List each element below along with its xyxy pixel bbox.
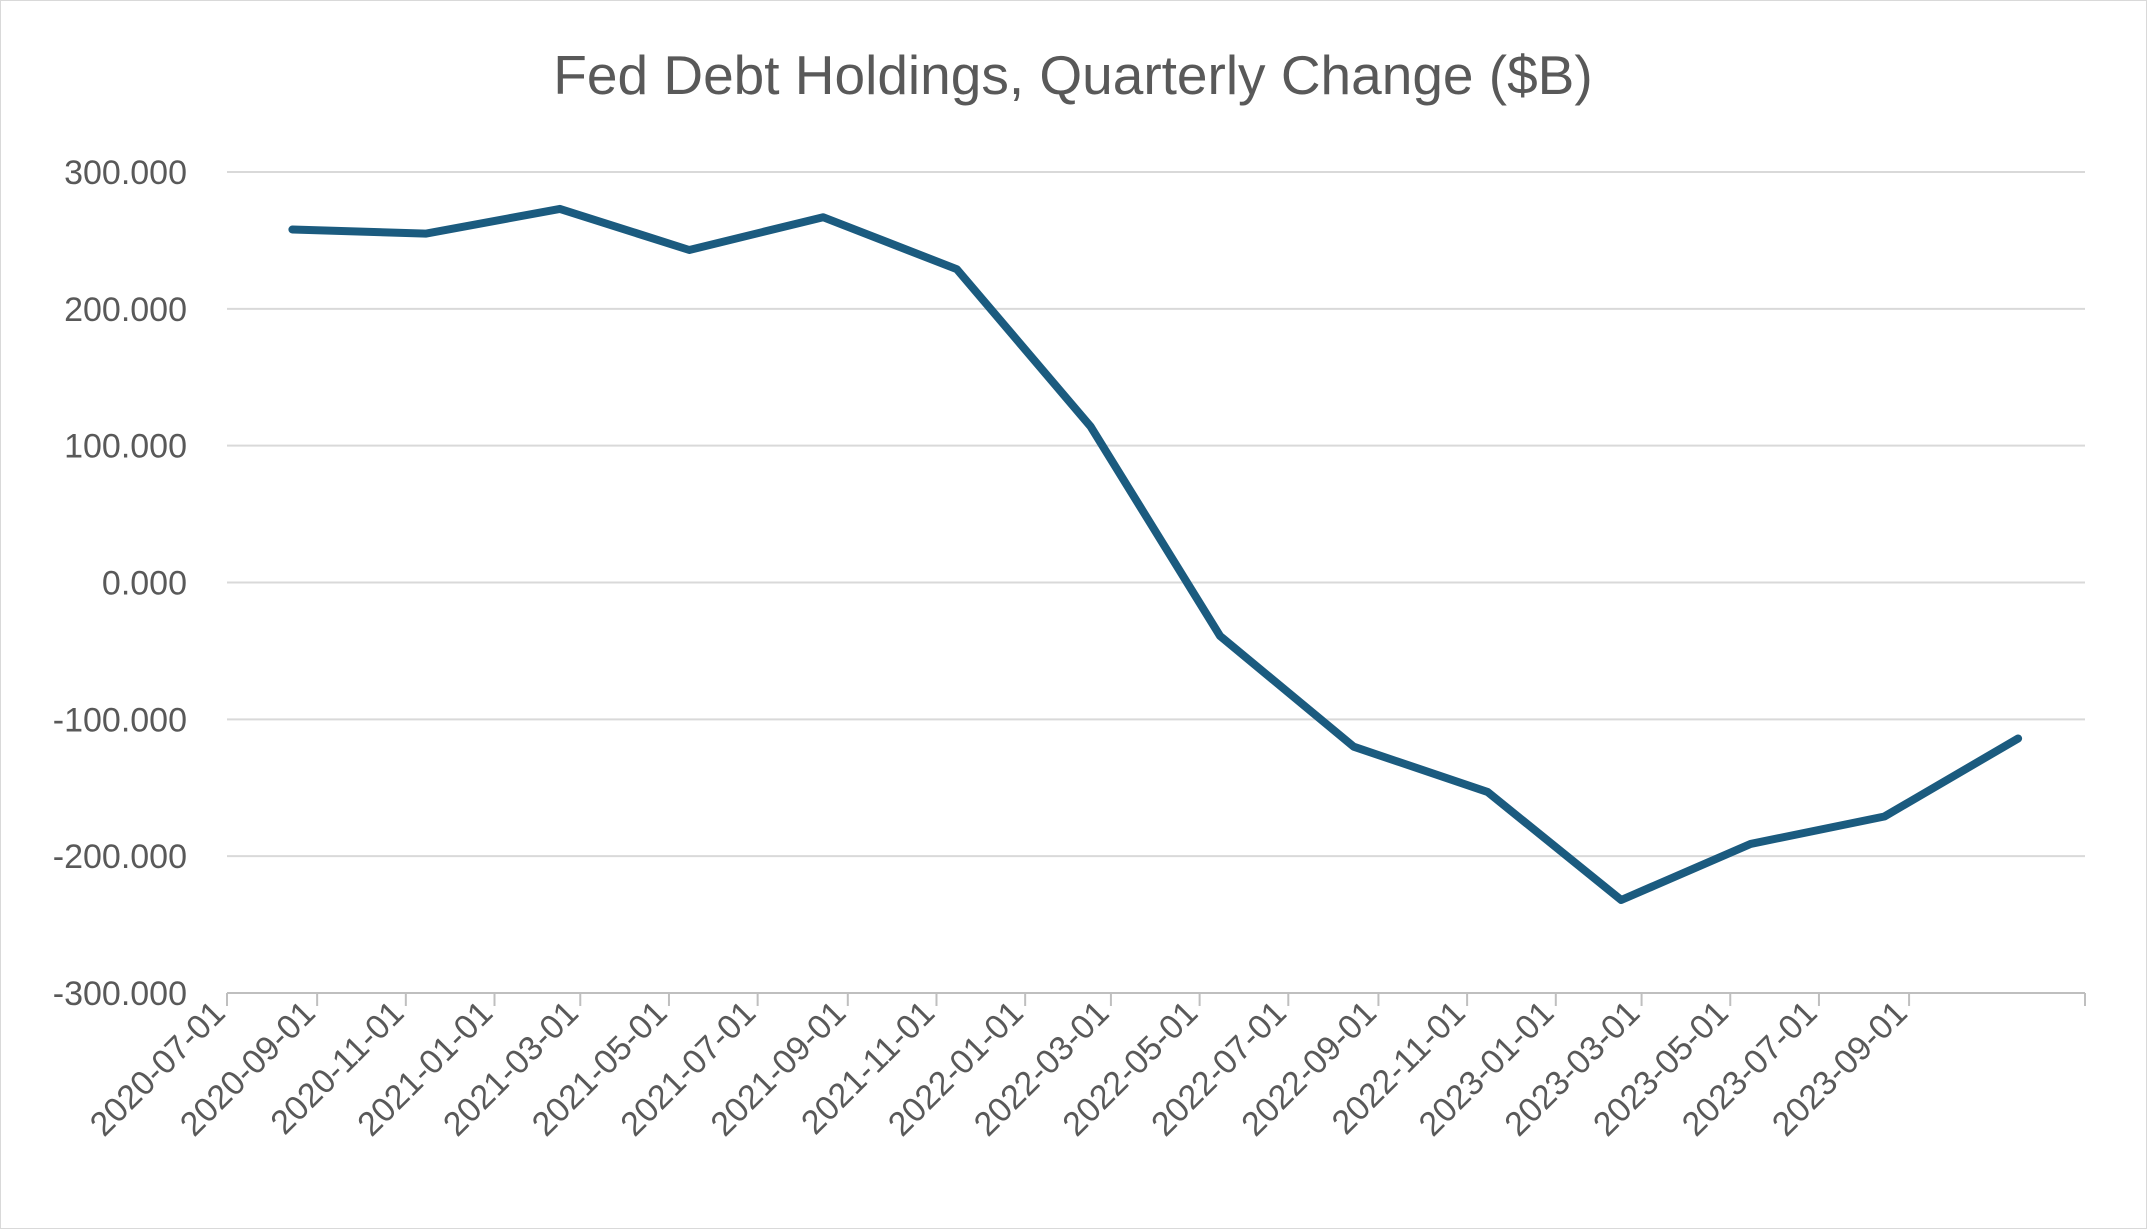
gridlines	[227, 171, 2085, 858]
y-tick-label: -300.000	[53, 975, 187, 1013]
y-tick-label: -200.000	[53, 838, 187, 876]
series-layer	[288, 204, 2023, 904]
y-tick-label: 200.000	[64, 291, 187, 329]
y-axis: 300.000 200.000 100.000 0.000 -100.000 -200.0…	[53, 154, 187, 1013]
y-tick-label: 100.000	[64, 428, 187, 466]
x-axis: 2020-07-012020-09-012020-11-012021-01-01…	[83, 992, 2086, 1144]
y-tick-label: 300.000	[64, 154, 187, 192]
y-tick-label: 0.000	[102, 565, 187, 603]
chart-title: Fed Debt Holdings, Quarterly Change ($B)	[553, 44, 1592, 106]
series-line	[288, 204, 2023, 904]
y-tick-label: -100.000	[53, 701, 187, 739]
